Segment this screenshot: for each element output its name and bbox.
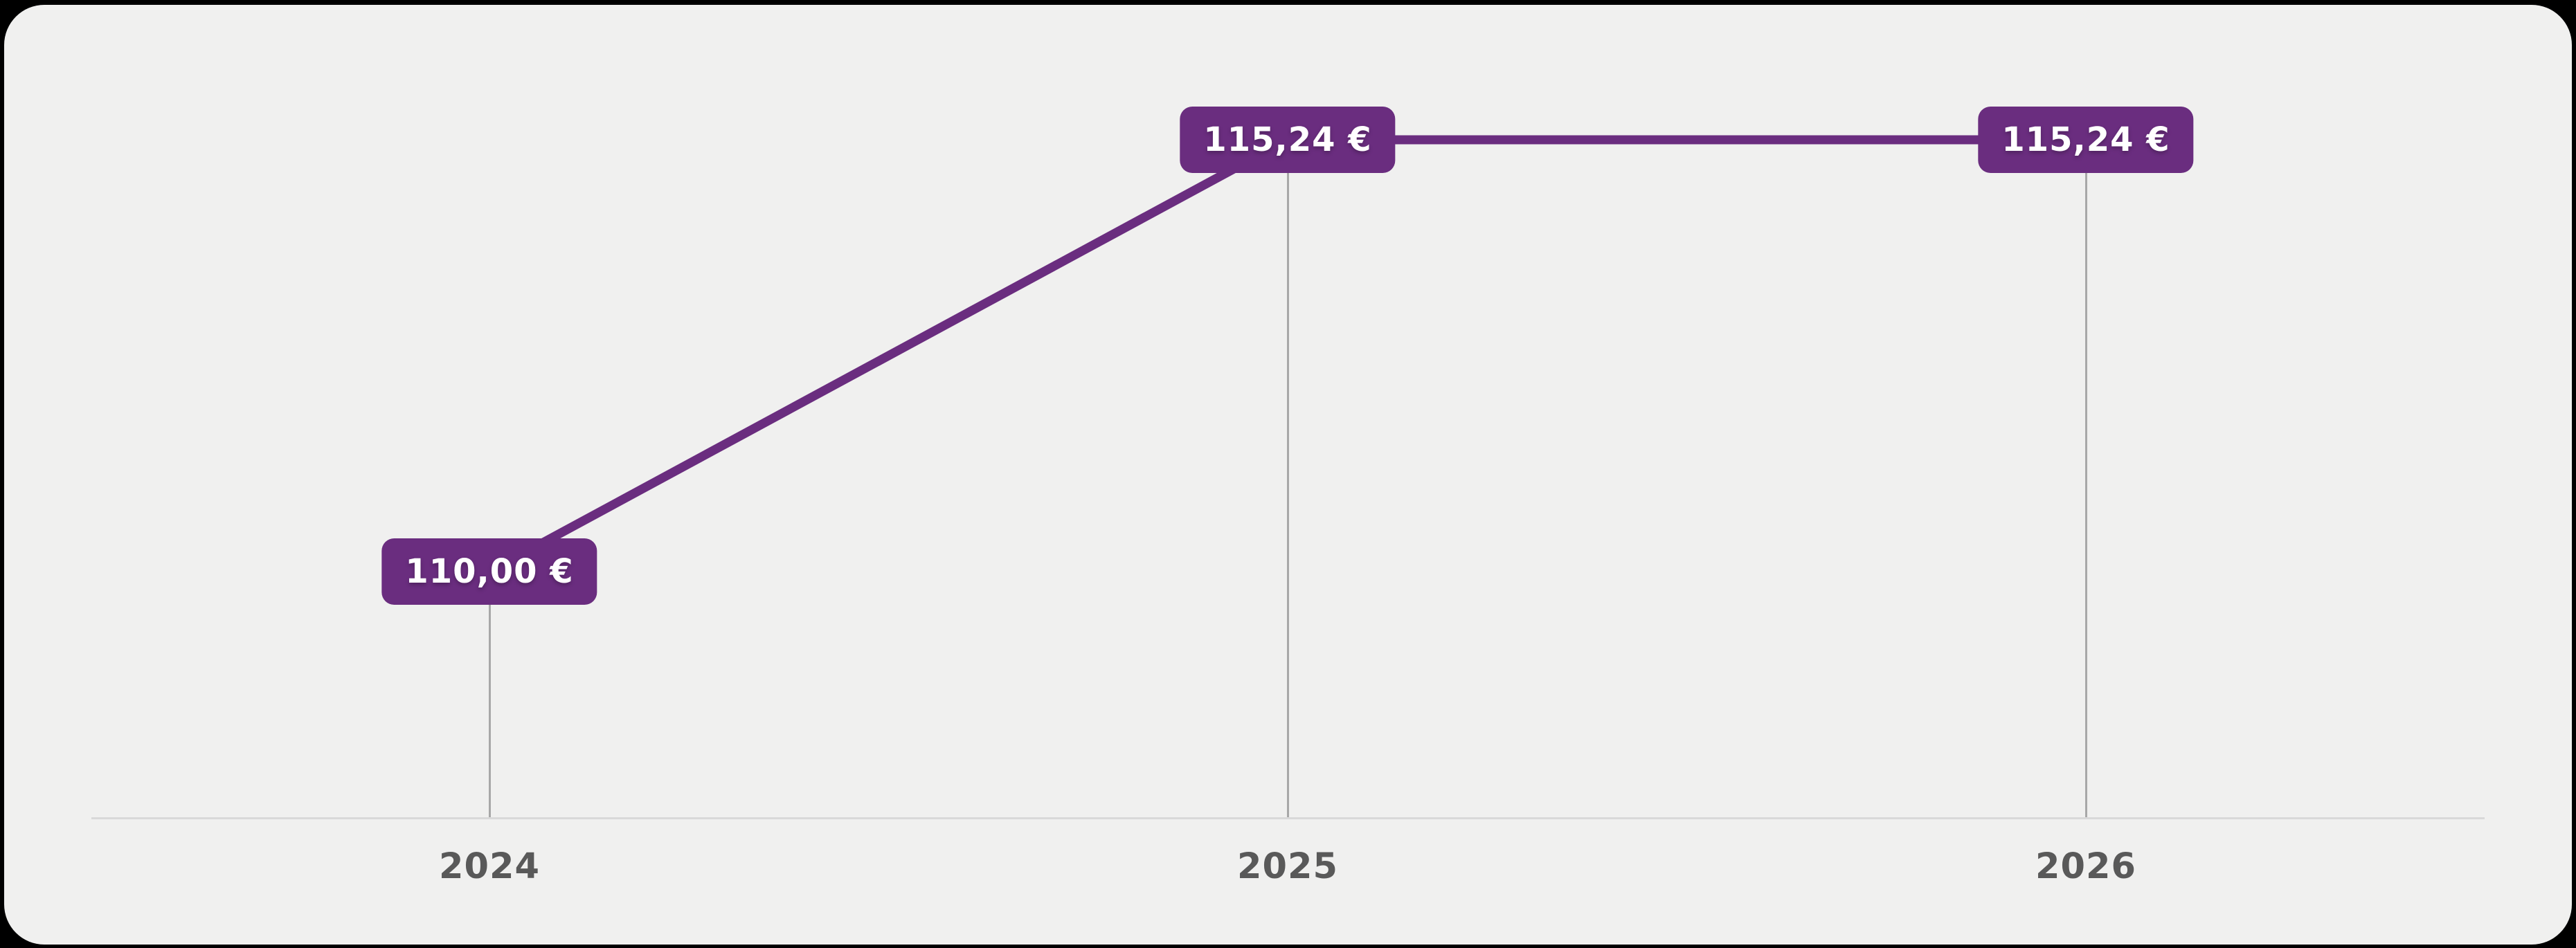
point-label: 110,00 € xyxy=(381,538,597,605)
chart-card: 110,00 € 115,24 € 115,24 € 2024 2025 2026 xyxy=(4,5,2572,945)
axis-tick-label: 2024 xyxy=(439,846,540,887)
point-connector xyxy=(2084,173,2087,817)
point-label: 115,24 € xyxy=(1978,107,2194,173)
point-connector xyxy=(1286,173,1289,817)
point-connector xyxy=(488,605,491,817)
axis-tick-label: 2026 xyxy=(2035,846,2136,887)
x-axis-line xyxy=(91,817,2485,819)
axis-tick-label: 2025 xyxy=(1237,846,1338,887)
point-label: 115,24 € xyxy=(1180,107,1396,173)
